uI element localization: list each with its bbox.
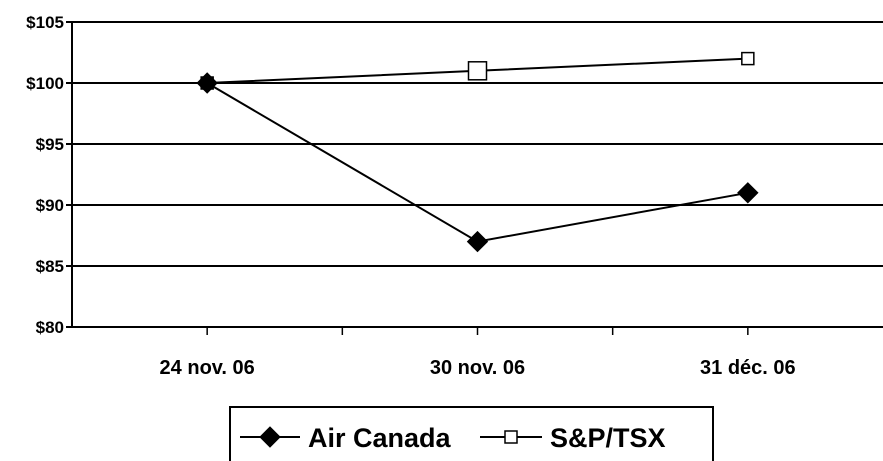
legend-label-sp-tsx: S&P/TSX <box>550 423 666 453</box>
data-point-square <box>741 51 755 66</box>
y-tick-label: $105 <box>26 13 64 32</box>
y-tick-label: $85 <box>36 257 64 276</box>
y-tick-label: $95 <box>36 135 64 154</box>
x-tick-label: 31 déc. 06 <box>700 357 796 379</box>
data-point-diamond <box>466 230 489 253</box>
x-tick-label: 24 nov. 06 <box>160 357 255 379</box>
data-point-diamond <box>196 72 218 94</box>
series-lines <box>206 57 749 243</box>
legend-marker-sp-tsx <box>504 430 518 444</box>
x-tick-label: 30 nov. 06 <box>430 357 525 379</box>
y-tick-label: $90 <box>36 196 64 215</box>
y-tick-label: $80 <box>36 318 64 337</box>
legend: Air Canada S&P/TSX <box>229 406 714 461</box>
data-point-square <box>467 61 488 81</box>
legend-box <box>229 406 714 461</box>
legend-marker-air-canada <box>259 426 281 448</box>
x-axis: 24 nov. 06 30 nov. 06 31 déc. 06 <box>72 326 883 379</box>
y-tick-label: $100 <box>26 74 64 93</box>
data-point-diamond <box>737 182 759 204</box>
legend-label-air-canada: Air Canada <box>308 423 452 453</box>
series-line <box>206 82 749 243</box>
y-axis: $80 $85 $90 $95 $100 $105 <box>26 13 73 337</box>
series-markers <box>196 51 759 253</box>
